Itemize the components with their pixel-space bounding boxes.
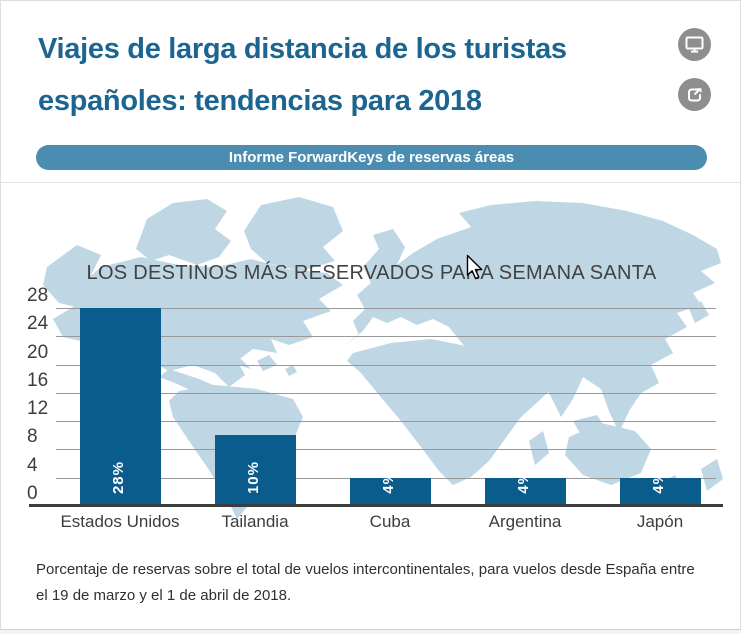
x-axis-label: Tailandia — [221, 512, 289, 531]
footnote: Porcentaje de reservas sobre el total de… — [36, 561, 695, 604]
y-axis-tick-label: 8 — [27, 426, 38, 448]
y-axis-tick-label: 16 — [27, 369, 49, 391]
bar-value-label: 4% — [380, 470, 397, 494]
x-axis-label: Japón — [636, 512, 684, 531]
banner-pill: Informe ForwardKeys de reservas áreas — [36, 145, 707, 170]
bar-value-label: 4% — [515, 470, 532, 494]
x-axis-label: Estados Unidos — [60, 512, 180, 531]
share-icon — [688, 88, 702, 102]
bar-japon[interactable] — [619, 477, 701, 506]
mouse-cursor — [466, 254, 483, 280]
present-button[interactable] — [678, 28, 711, 61]
gridline — [56, 308, 716, 309]
y-axis-tick-label: 12 — [27, 398, 49, 420]
gridline — [56, 392, 716, 394]
bar-cuba[interactable] — [349, 477, 431, 506]
y-axis-tick-label: 28 — [27, 285, 49, 306]
y-axis-tick-label: 0 — [27, 483, 38, 504]
x-axis-label: Argentina — [488, 512, 562, 531]
y-axis-tick-label: 24 — [27, 313, 49, 335]
page-title: Viajes de larga distancia de los turista… — [38, 33, 567, 117]
bar-value-label: 10% — [245, 460, 262, 494]
bar-value-label: 4% — [650, 470, 667, 494]
bar-estados-unidos[interactable] — [79, 308, 161, 506]
header-divider — [1, 182, 741, 183]
bar-value-label: 28% — [110, 460, 127, 494]
world-map — [43, 197, 723, 519]
gridline — [56, 421, 716, 423]
x-axis-label: Cuba — [369, 512, 411, 531]
monitor-icon — [685, 36, 704, 53]
chart-title: LOS DESTINOS MÁS RESERVADOS PARA SEMANA … — [86, 262, 657, 284]
bar-tailandia[interactable] — [214, 435, 296, 506]
gridline — [56, 364, 716, 366]
y-axis-tick-label: 20 — [27, 341, 49, 363]
y-axis-tick-label: 4 — [27, 454, 38, 476]
gridline — [56, 449, 716, 451]
share-button[interactable] — [678, 78, 711, 111]
gridline — [56, 336, 716, 338]
bar-argentina[interactable] — [484, 477, 566, 506]
x-axis-line — [29, 504, 723, 507]
